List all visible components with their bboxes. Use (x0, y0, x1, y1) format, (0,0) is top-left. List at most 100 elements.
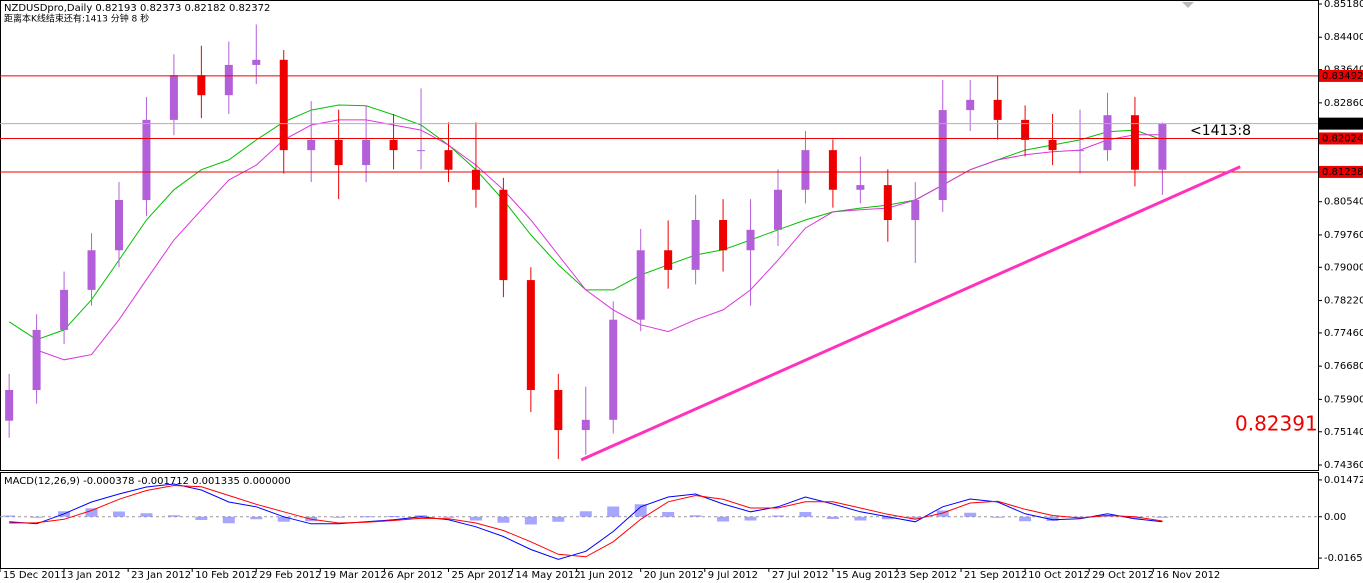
level-label-box (1319, 165, 1363, 178)
x-tick-label: 19 Mar 2012 (323, 570, 386, 581)
histogram-bar (167, 515, 180, 517)
candle-body (142, 119, 151, 200)
x-tick-label: 9 Jul 2012 (708, 570, 758, 581)
histogram-bar (552, 516, 565, 522)
candle-body (169, 75, 178, 120)
histogram-bar (250, 516, 263, 520)
candle-body (32, 329, 41, 391)
histogram-bar (195, 516, 208, 520)
histogram-bar (579, 511, 592, 517)
x-tick-label: 3 Sep 2012 (900, 570, 957, 581)
y-tick-label: 0.82860 (1324, 98, 1363, 109)
histogram-bar (277, 516, 290, 522)
histogram-bar (662, 512, 675, 517)
candle-body (1130, 115, 1139, 170)
candle-body (636, 250, 645, 320)
candle-body (609, 319, 618, 420)
candle-body (5, 390, 14, 421)
candle-body (801, 150, 810, 190)
candle-body (87, 250, 96, 290)
candle-body (279, 59, 288, 151)
candle-body (856, 185, 865, 190)
x-tick-label: 21 Sep 2012 (964, 570, 1027, 581)
candle-body (471, 169, 480, 190)
candle-body (828, 150, 837, 190)
chart-subtitle: 距离本K线结束还有:1413 分钟 8 秒 (4, 13, 149, 25)
histogram-bar (1019, 516, 1032, 522)
histogram-bar (415, 515, 428, 517)
candle-body (444, 150, 453, 170)
histogram-bar (332, 516, 345, 518)
x-tick-label: 27 Jul 2012 (772, 570, 829, 581)
histogram-bar (469, 516, 482, 521)
histogram-bar (854, 516, 867, 521)
candle-body (911, 199, 920, 221)
x-tick-label: 29 Oct 2012 (1092, 570, 1154, 581)
histogram-bar (112, 511, 125, 517)
level-label-box (1319, 132, 1363, 145)
candle-body (554, 390, 563, 431)
histogram-bar (607, 506, 620, 517)
signal-line (9, 484, 1163, 558)
x-tick-label: 29 Feb 2012 (259, 570, 321, 581)
candle-body (1103, 115, 1112, 151)
y-tick-label: 0.85180 (1324, 0, 1363, 10)
y-tick-label: 0.77460 (1324, 328, 1363, 339)
candle-body (197, 75, 206, 96)
histogram-bar (1156, 516, 1169, 518)
x-tick-label: 15 Aug 2012 (836, 570, 900, 581)
histogram-bar (744, 516, 757, 521)
histogram-bar (3, 515, 16, 517)
x-tick-label: 25 Apr 2012 (451, 570, 513, 581)
candle-body (1158, 123, 1167, 170)
histogram-bar (689, 515, 702, 517)
histogram-bar (964, 512, 977, 517)
candle-body (389, 139, 398, 151)
candle-body (307, 139, 316, 151)
histogram-bar (881, 516, 894, 520)
level-label-box (1319, 69, 1363, 82)
y-tick-label: 0.75140 (1324, 427, 1363, 438)
current-price-label: 0.82372 (1322, 119, 1363, 130)
candle-body (1048, 139, 1057, 151)
y-tick-label: 0.74360 (1324, 460, 1363, 471)
y-tick-label: -0.016528 (1324, 553, 1363, 564)
candle-body (746, 229, 755, 251)
candle-body (334, 139, 343, 166)
histogram-bar (936, 510, 949, 517)
y-tick-label: 0.80540 (1324, 197, 1363, 208)
countdown-label: <1413:8 (1190, 123, 1251, 139)
candle-body (581, 419, 590, 431)
histogram-bar (524, 516, 537, 525)
candle-body (938, 110, 947, 200)
candle-body (417, 150, 426, 152)
candle-body (526, 280, 535, 391)
histogram-bar (771, 515, 784, 517)
candle-body (1076, 150, 1085, 152)
y-tick-label: 0.78220 (1324, 296, 1363, 307)
histogram-bar (30, 516, 43, 518)
x-tick-label: 3 Jan 2012 (67, 570, 121, 581)
candle-body (773, 189, 782, 230)
candle-body (252, 59, 261, 65)
candle-body (224, 64, 233, 96)
x-tick-label: 23 Jan 2012 (131, 570, 191, 581)
level-label: 0.83492 (1322, 71, 1363, 82)
candle-body (719, 220, 728, 251)
candle-body (883, 185, 892, 221)
candle-body (362, 139, 371, 166)
macd-title: MACD(12,26,9) -0.000378 -0.001712 0.0013… (4, 476, 291, 487)
histogram-bar (991, 516, 1004, 518)
y-tick-label: 0.79760 (1324, 230, 1363, 241)
x-tick-label: 10 Oct 2012 (1028, 570, 1090, 581)
x-tick-label: 20 Jun 2012 (644, 570, 704, 581)
candle-body (664, 250, 673, 270)
histogram-bar (1074, 516, 1087, 518)
y-tick-label: 0.75900 (1324, 394, 1363, 405)
histogram-bar (1046, 516, 1059, 521)
candle-body (993, 99, 1002, 120)
x-tick-label: 15 Dec 2011 (3, 570, 67, 581)
moving-average (36, 119, 1163, 361)
x-tick-label: 10 Feb 2012 (195, 570, 257, 581)
trendline (580, 165, 1241, 462)
